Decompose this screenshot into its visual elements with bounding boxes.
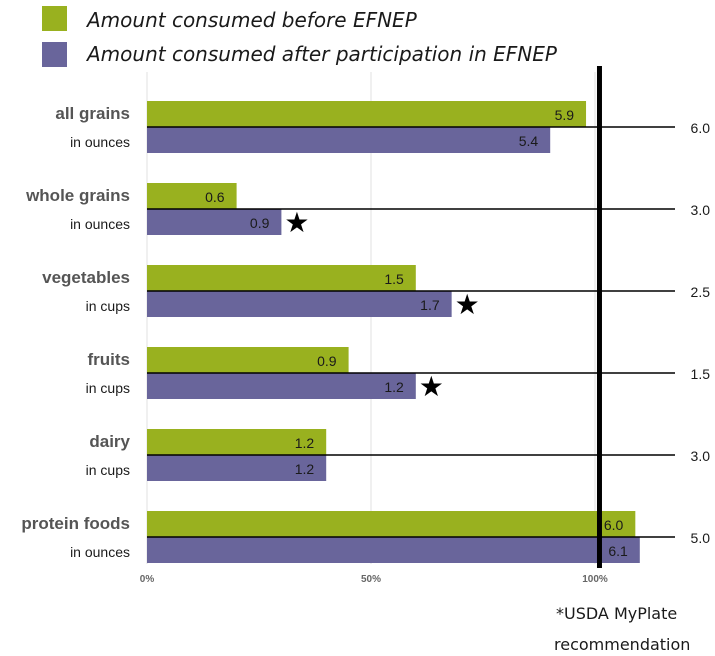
recommendation-value-1: 3.0 bbox=[691, 202, 711, 218]
category-label-2: vegetables bbox=[42, 268, 130, 287]
value-label-before-3: 0.9 bbox=[317, 353, 337, 369]
recommendation-value-3: 1.5 bbox=[691, 366, 711, 382]
significance-star-icon-2: ★ bbox=[455, 288, 480, 321]
value-label-after-0: 5.4 bbox=[519, 133, 539, 149]
category-label-5: protein foods bbox=[21, 514, 130, 533]
value-label-before-0: 5.9 bbox=[555, 107, 575, 123]
bar-after-5 bbox=[147, 537, 640, 563]
note-line-2: recommendation bbox=[554, 635, 690, 654]
unit-label-3: in cups bbox=[86, 380, 130, 396]
value-label-after-3: 1.2 bbox=[384, 379, 404, 395]
value-label-after-5: 6.1 bbox=[608, 543, 628, 559]
x-axis-ticks: 0% 50% 100% bbox=[140, 574, 608, 585]
bar-before-2 bbox=[147, 265, 416, 291]
unit-label-4: in cups bbox=[86, 462, 130, 478]
value-label-before-1: 0.6 bbox=[205, 189, 225, 205]
unit-label-1: in ounces bbox=[70, 216, 130, 232]
category-label-4: dairy bbox=[89, 432, 130, 451]
recommendation-value-4: 3.0 bbox=[691, 448, 711, 464]
legend-label-after: Amount consumed after participation in E… bbox=[85, 42, 558, 66]
legend: Amount consumed before EFNEP Amount cons… bbox=[42, 6, 558, 67]
value-label-after-2: 1.7 bbox=[420, 297, 440, 313]
x-tick-label-0: 0% bbox=[140, 574, 155, 585]
bar-after-2 bbox=[147, 291, 452, 317]
category-label-1: whole grains bbox=[25, 186, 130, 205]
legend-label-before: Amount consumed before EFNEP bbox=[85, 8, 418, 32]
value-label-before-2: 1.5 bbox=[384, 271, 404, 287]
value-label-after-4: 1.2 bbox=[295, 461, 315, 477]
recommendation-value-0: 6.0 bbox=[691, 120, 711, 136]
unit-label-2: in cups bbox=[86, 298, 130, 314]
legend-swatch-before bbox=[42, 6, 67, 31]
bar-before-5 bbox=[147, 511, 635, 537]
bar-before-0 bbox=[147, 101, 586, 127]
category-label-3: fruits bbox=[88, 350, 131, 369]
value-label-after-1: 0.9 bbox=[250, 215, 270, 231]
significance-star-icon-1: ★ bbox=[284, 206, 309, 239]
x-tick-label-2: 100% bbox=[582, 574, 608, 585]
value-label-before-4: 1.2 bbox=[295, 435, 315, 451]
recommendation-value-2: 2.5 bbox=[691, 284, 711, 300]
note-line-1: *USDA MyPlate bbox=[556, 604, 677, 623]
category-label-0: all grains bbox=[55, 104, 130, 123]
unit-label-5: in ounces bbox=[70, 544, 130, 560]
category-labels: all grains in ounces 6.0 whole grains in oun… bbox=[21, 104, 710, 560]
value-label-before-5: 6.0 bbox=[604, 517, 624, 533]
recommendation-value-5: 5.0 bbox=[691, 530, 711, 546]
bar-after-0 bbox=[147, 127, 550, 153]
bars: 5.9 5.4 0.6 0.9 ★ 1.5 1.7 ★ 0.9 1.2 ★ 1.2 1.2 6.0 6.1 bbox=[147, 101, 675, 563]
unit-label-0: in ounces bbox=[70, 134, 130, 150]
x-tick-label-1: 50% bbox=[361, 574, 381, 585]
recommendation-note: *USDA MyPlate recommendation bbox=[554, 604, 690, 654]
legend-swatch-after bbox=[42, 42, 67, 67]
bar-after-3 bbox=[147, 373, 416, 399]
significance-star-icon-3: ★ bbox=[419, 370, 444, 403]
